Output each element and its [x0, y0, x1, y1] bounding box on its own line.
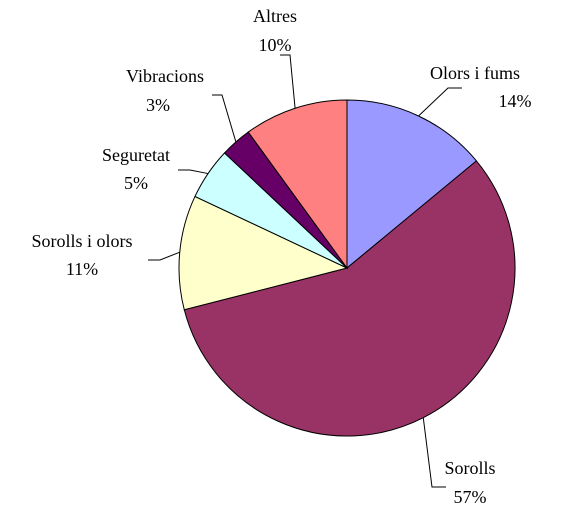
slice-label: Sorolls — [444, 458, 495, 478]
slice-label: Vibracions — [126, 66, 204, 86]
leader-line — [418, 87, 462, 117]
slice-value-label: 5% — [124, 173, 148, 193]
slice-value-label: 57% — [454, 487, 487, 507]
leader-line — [422, 417, 446, 488]
slice-value-label: 14% — [499, 91, 532, 111]
slice-label: Seguretat — [102, 145, 170, 165]
slice-value-label: 10% — [259, 35, 292, 55]
slice-label: Sorolls i olors — [31, 231, 132, 251]
slice-value-label: 3% — [146, 95, 170, 115]
slice-value-label: 11% — [66, 259, 98, 279]
slice-label: Olors i fums — [430, 63, 520, 83]
leader-line — [280, 54, 296, 109]
leader-line — [178, 169, 209, 175]
slice-label: Altres — [253, 6, 297, 26]
pie-slice — [178, 195, 349, 311]
leader-line — [212, 94, 237, 143]
pie-slice — [346, 99, 478, 270]
leader-line — [148, 251, 180, 261]
